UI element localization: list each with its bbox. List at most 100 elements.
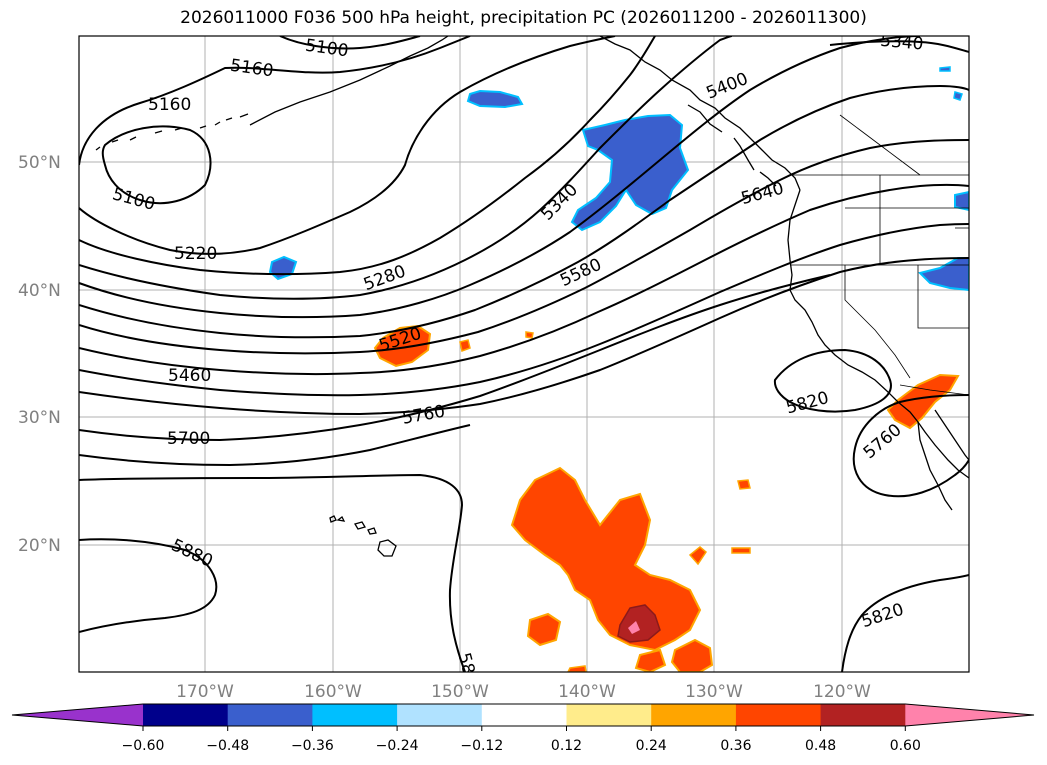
coast-alaska-panhandle — [599, 36, 801, 191]
contour-5400 — [79, 36, 921, 319]
contour-label-5700: 5700 — [167, 429, 210, 449]
colorbar-extend-max — [905, 704, 1034, 726]
coast-bc-islands — [687, 104, 777, 187]
lon-label-160w: 160°W — [304, 682, 362, 702]
colorbar-extend-min — [12, 704, 143, 726]
contour-label-5340-ne: 5340 — [879, 31, 924, 55]
coast-aleutians — [95, 113, 249, 151]
contour-5820-low — [773, 348, 892, 413]
contour-label-5220: 5220 — [174, 244, 217, 264]
colorbar-tick-label: −0.60 — [122, 738, 165, 754]
coast-gulf-california — [934, 409, 969, 461]
precip-negative-areas — [268, 66, 969, 292]
colorbar-segment-6 — [566, 704, 652, 726]
precip-area-red-core — [617, 604, 661, 643]
colorbar-tick-label: 0.48 — [805, 738, 836, 754]
colorbar-tick-label: 0.60 — [890, 738, 921, 754]
contour-labels: 5100 5160 5160 5100 5220 5280 5340 5400 … — [110, 31, 924, 677]
lat-label-50: 50°N — [18, 153, 61, 173]
contour-5700 — [79, 257, 969, 416]
contour-label-5820-low: 5820 — [784, 388, 831, 419]
lon-label-140w: 140°W — [558, 682, 616, 702]
precip-area-blue-east — [954, 190, 969, 212]
map-frame — [78, 35, 970, 673]
hawaii-islands — [329, 515, 397, 557]
contour-label-5760-socal: 5760 — [860, 420, 906, 463]
contour-label-5880: 5880 — [168, 535, 216, 571]
lat-label-20: 20°N — [18, 536, 61, 556]
colorbar-segment-4 — [397, 704, 483, 726]
latitude-labels: 50°N 40°N 30°N 20°N — [18, 153, 61, 556]
coastlines — [95, 36, 969, 511]
colorbar: −0.60 −0.48 −0.36 −0.24 −0.12 0.12 0.24 0.36 0.4… — [11, 703, 1035, 754]
contour-label-58-partial: 58 — [454, 651, 479, 677]
contour-5100-north — [279, 36, 421, 50]
lon-label-150w: 150°W — [431, 682, 489, 702]
contour-label-5400: 5400 — [703, 69, 751, 104]
border-us-mexico — [899, 384, 969, 396]
precip-area-orange-dot3 — [737, 479, 751, 490]
colorbar-tick-label: 0.24 — [636, 738, 667, 754]
contour-label-5160-east: 5160 — [229, 56, 275, 82]
contour-5460 — [79, 84, 969, 339]
contour-5280 — [79, 36, 656, 276]
contour-5100-low — [101, 125, 212, 205]
precip-area-orange-dot2 — [525, 331, 534, 339]
longitude-labels: 170°W 160°W 150°W 140°W 130°W 120°W — [176, 682, 871, 702]
precip-area-blue-aleutian — [466, 89, 524, 109]
colorbar-segment-9 — [820, 704, 906, 726]
colorbar-segment-1 — [143, 704, 229, 726]
contour-5160 — [79, 36, 471, 166]
contour-5640 — [79, 223, 969, 397]
precip-area-orange-sliver — [688, 546, 707, 566]
lat-label-40: 40°N — [18, 281, 61, 301]
lon-label-130w: 130°W — [685, 682, 743, 702]
contour-5520 — [79, 139, 969, 355]
contour-5760 — [79, 274, 831, 442]
lon-label-170w: 170°W — [176, 682, 234, 702]
height-contours — [79, 36, 969, 672]
border-bc — [839, 114, 921, 176]
coast-west-na — [787, 189, 969, 479]
contour-5820-tropics — [79, 473, 466, 672]
colorbar-tick-label: −0.24 — [376, 738, 419, 754]
contour-label-5100-low: 5100 — [110, 184, 157, 215]
contour-label-5640: 5640 — [739, 179, 786, 210]
colorbar-segment-5 — [481, 704, 567, 726]
lon-label-120w: 120°W — [813, 682, 871, 702]
contour-5340-ne — [829, 40, 969, 53]
contour-label-5820-se: 5820 — [859, 600, 906, 632]
contour-label-5100-north: 5100 — [304, 36, 350, 62]
map-title: 2026011000 F036 500 hPa height, precipit… — [180, 8, 867, 28]
colorbar-tick-label: 0.36 — [720, 738, 751, 754]
coast-alaska-peninsula — [249, 36, 449, 126]
precip-area-orange-streak — [731, 547, 751, 554]
precip-area-orange-south1 — [526, 612, 562, 647]
border-nevada-ca — [844, 265, 911, 379]
precip-area-orange-south2 — [634, 648, 667, 672]
colorbar-tick-label: 0.12 — [551, 738, 582, 754]
precip-area-blue-interior — [918, 257, 969, 292]
contour-5820-se — [841, 574, 969, 672]
border-state3 — [917, 265, 969, 329]
precip-area-orange-mid — [373, 324, 432, 368]
contour-5880 — [79, 538, 218, 633]
colorbar-tick-label: −0.36 — [291, 738, 334, 754]
precip-area-blue-small — [268, 255, 298, 281]
contour-5820 — [79, 424, 471, 467]
colorbar-segment-3 — [312, 704, 398, 726]
precip-area-pink-core — [628, 621, 640, 634]
precip-area-blue-tiny2 — [953, 91, 963, 101]
coast-baja — [917, 421, 953, 511]
contour-5580 — [79, 183, 969, 375]
contour-label-5760: 5760 — [401, 402, 447, 429]
colorbar-segment-2 — [227, 704, 313, 726]
colorbar-segment-7 — [651, 704, 737, 726]
contour-5340 — [79, 36, 733, 300]
gridlines — [79, 36, 969, 672]
contour-5220 — [79, 36, 616, 255]
colorbar-segment-8 — [735, 704, 822, 726]
contour-label-5460: 5460 — [168, 366, 211, 386]
colorbar-tick-label: −0.12 — [460, 738, 503, 754]
precip-area-orange-south3 — [670, 638, 714, 672]
